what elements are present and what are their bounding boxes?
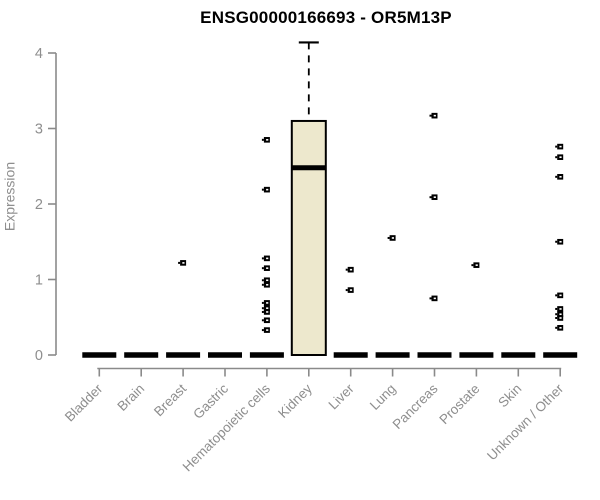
outlier-point-nub <box>178 261 181 264</box>
box-5 <box>290 119 327 356</box>
outlier-point-center <box>475 264 478 266</box>
outlier-point-nub <box>261 267 264 270</box>
outlier-point-center <box>559 308 562 310</box>
outlier-point-center <box>266 311 269 313</box>
outlier-point-center <box>559 176 562 178</box>
outlier-point-center <box>559 240 562 243</box>
outlier-point-nub <box>555 175 558 178</box>
outlier-point-nub <box>261 310 264 313</box>
outlier-point-center <box>559 313 562 316</box>
outlier-point-center <box>433 114 436 117</box>
outlier-point-nub <box>555 313 558 316</box>
x-tick-label: Brain <box>114 381 147 414</box>
outlier-point-nub <box>261 188 264 191</box>
outlier-point-center <box>266 329 269 331</box>
x-tick-label: Gastric <box>190 381 231 422</box>
outlier-point-nub <box>555 240 558 243</box>
outlier-point-nub <box>429 196 432 199</box>
outlier-point-nub <box>555 307 558 310</box>
outlier-point-center <box>266 257 269 260</box>
x-tick-label: Unknown / Other <box>484 381 567 464</box>
outlier-point-center <box>266 188 269 191</box>
outlier-point-center <box>349 268 353 271</box>
outlier-point-center <box>559 145 562 148</box>
zero-median-bar-11 <box>543 352 578 358</box>
outlier-point-nub <box>261 301 264 304</box>
outlier-point-center <box>266 267 269 269</box>
outlier-point-nub <box>429 114 432 117</box>
zero-median-bar-4 <box>249 352 284 358</box>
outlier-point-center <box>391 237 394 239</box>
zero-median-bar-0 <box>82 352 117 358</box>
outlier-point-nub <box>345 268 348 271</box>
outlier-point-center <box>433 196 436 199</box>
outlier-point-nub <box>261 319 264 322</box>
outlier-point-nub <box>261 279 264 282</box>
outlier-point-center <box>266 283 269 286</box>
outlier-point-center <box>559 327 562 329</box>
outlier-point-center <box>433 297 436 300</box>
x-tick-label: Kidney <box>275 381 315 421</box>
outlier-point-nub <box>261 257 264 260</box>
outlier-point-center <box>266 139 269 141</box>
y-tick-label: 4 <box>35 46 43 62</box>
zero-median-bar-7 <box>375 352 410 358</box>
outlier-point-nub <box>555 156 558 159</box>
y-tick-label: 3 <box>35 122 43 138</box>
outlier-point-center <box>266 302 269 304</box>
outlier-point-nub <box>261 329 264 332</box>
outlier-point-nub <box>555 317 558 320</box>
outlier-point-nub <box>555 294 558 297</box>
zero-median-bar-9 <box>459 352 494 358</box>
outlier-point-nub <box>345 289 348 292</box>
outlier-point-center <box>266 279 269 282</box>
outlier-point-center <box>349 289 353 291</box>
outlier-point-nub <box>261 283 264 286</box>
outlier-point-nub <box>555 326 558 329</box>
outlier-point-center <box>559 156 562 158</box>
x-tick-label: Bladder <box>62 381 106 425</box>
outlier-point-center <box>559 294 562 297</box>
x-tick-label: Prostate <box>436 381 482 427</box>
y-tick-label: 0 <box>35 348 43 364</box>
y-tick-label: 2 <box>35 197 43 213</box>
zero-median-bar-6 <box>333 352 368 358</box>
x-tick-label: Breast <box>151 381 189 419</box>
outlier-point-nub <box>261 307 264 310</box>
x-tick-label: Lung <box>367 381 399 413</box>
chart-title: ENSG00000166693 - OR5M13P <box>200 8 452 27</box>
x-tick-label: Pancreas <box>390 381 441 432</box>
y-tick-label: 1 <box>35 273 43 289</box>
outlier-point-nub <box>387 236 390 239</box>
outlier-point-nub <box>471 264 474 267</box>
outlier-point-nub <box>555 145 558 148</box>
zero-median-bar-3 <box>208 352 242 358</box>
x-tick-label: Skin <box>495 381 524 410</box>
outlier-point-nub <box>261 138 264 141</box>
outlier-point-nub <box>429 297 432 300</box>
outlier-point-center <box>182 262 185 264</box>
zero-median-bar-10 <box>501 352 536 358</box>
zero-median-bar-8 <box>417 352 452 358</box>
x-tick-label: Liver <box>326 381 358 413</box>
outlier-point-center <box>266 319 269 322</box>
zero-median-bar-1 <box>124 352 159 358</box>
zero-median-bar-2 <box>166 352 201 358</box>
y-axis-label: Expression <box>1 161 18 232</box>
outlier-point-center <box>559 317 562 319</box>
outlier-point-center <box>266 307 269 309</box>
